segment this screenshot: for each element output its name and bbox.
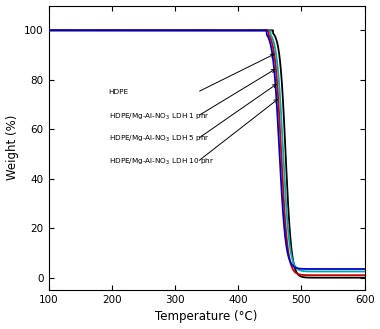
Text: HDPE/Mg-Al-NO$_3$ LDH 1 phr: HDPE/Mg-Al-NO$_3$ LDH 1 phr [109, 112, 209, 122]
Text: HDPE/Mg-Al-NO$_3$ LDH 5 phr: HDPE/Mg-Al-NO$_3$ LDH 5 phr [109, 134, 209, 144]
Text: HDPE/Mg-Al-NO$_3$ LDH 10 phr: HDPE/Mg-Al-NO$_3$ LDH 10 phr [109, 157, 214, 167]
Y-axis label: Weight (%): Weight (%) [6, 115, 19, 181]
X-axis label: Temperature (°C): Temperature (°C) [155, 311, 258, 323]
Text: HDPE: HDPE [109, 89, 129, 95]
